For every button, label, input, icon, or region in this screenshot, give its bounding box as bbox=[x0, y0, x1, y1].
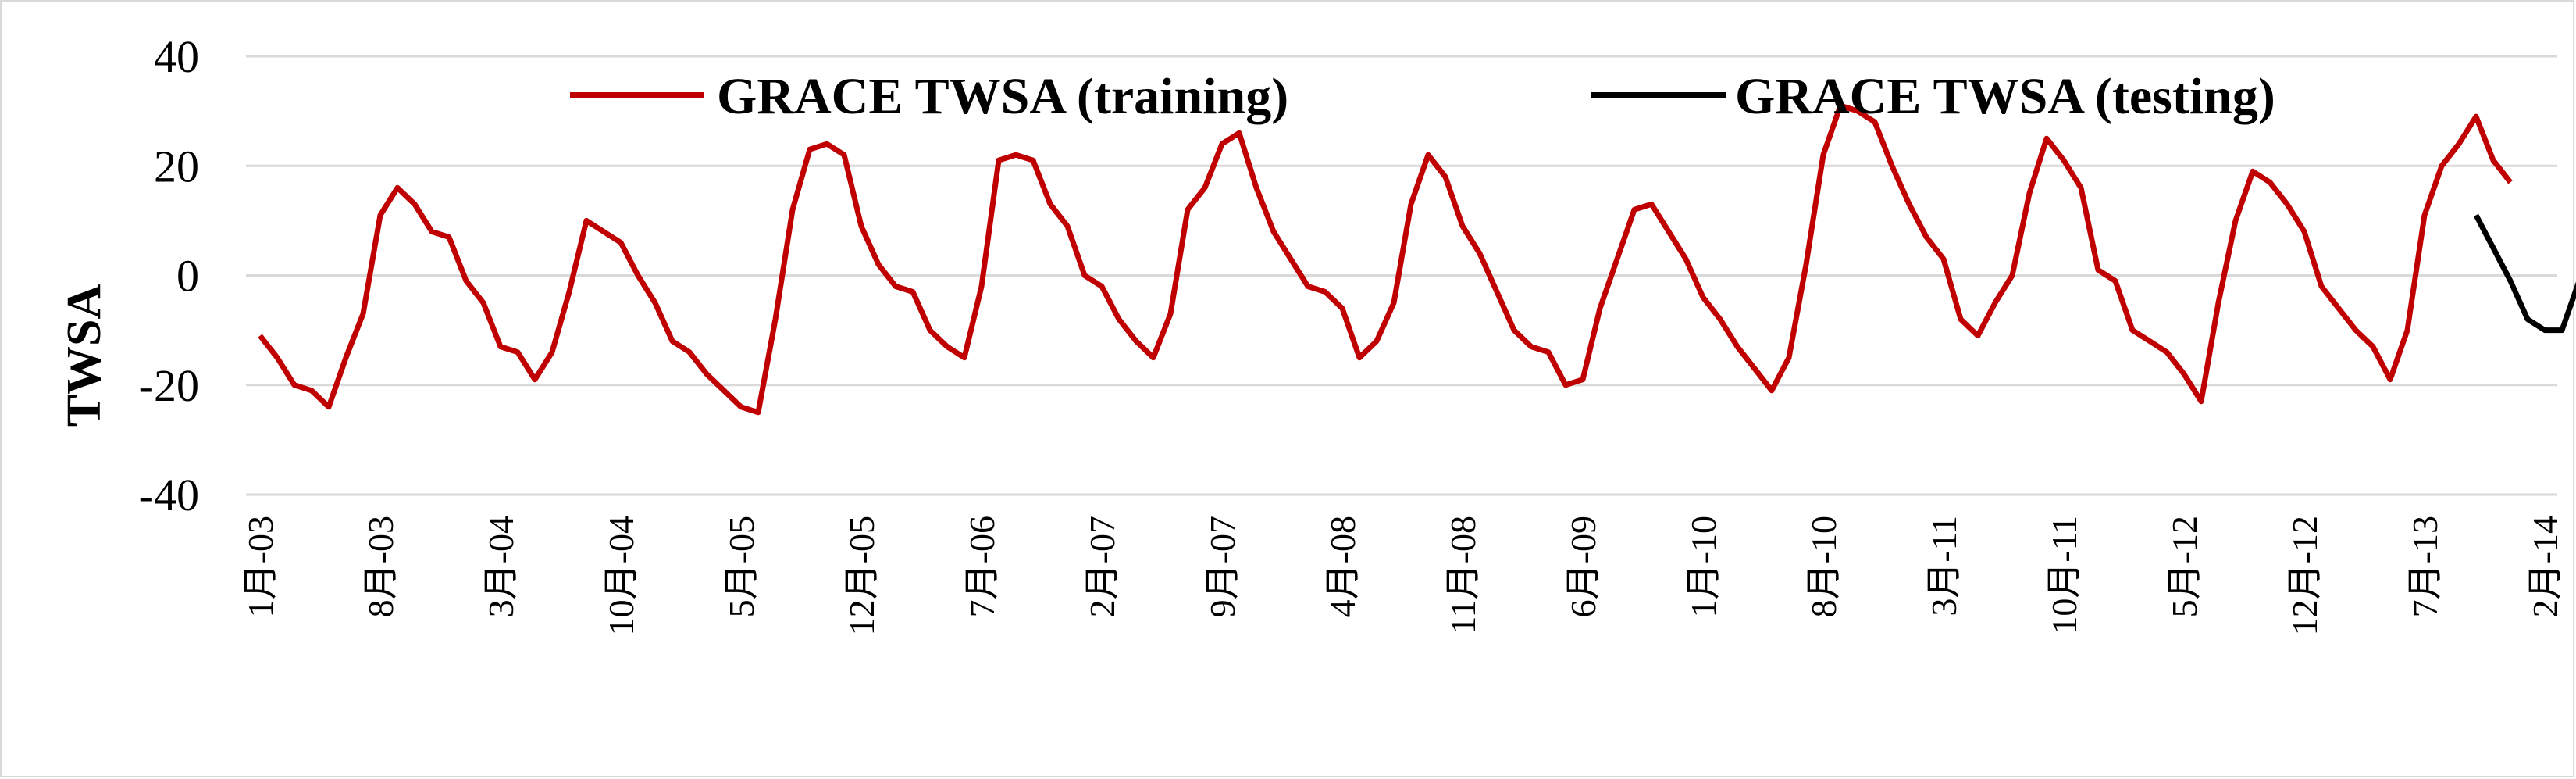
legend-label-testing: GRACE TWSA (testing) bbox=[1735, 68, 2275, 125]
x-tick-label: 12月-12 bbox=[2285, 516, 2325, 635]
x-tick-label: 3月-11 bbox=[1924, 516, 1964, 616]
y-tick-label: -40 bbox=[139, 470, 199, 520]
series-lines bbox=[258, 102, 2576, 416]
x-tick-label: 7月-13 bbox=[2405, 516, 2445, 617]
y-tick-label: 40 bbox=[154, 31, 199, 82]
y-tick-label: 20 bbox=[154, 141, 199, 191]
x-tick-label: 1月-03 bbox=[240, 516, 280, 617]
x-tick-label: 2月-07 bbox=[1082, 516, 1122, 617]
series-line-training bbox=[258, 102, 2513, 416]
legend: GRACE TWSA (training) GRACE TWSA (testin… bbox=[570, 68, 2275, 125]
y-tick-label: 0 bbox=[176, 251, 199, 302]
x-tick-label: 10月-11 bbox=[2044, 516, 2084, 634]
x-tick-label: 5月-05 bbox=[721, 516, 761, 617]
x-tick-label: 4月-08 bbox=[1323, 516, 1363, 617]
y-tick-label: -20 bbox=[139, 360, 199, 411]
x-tick-label: 8月-03 bbox=[361, 516, 401, 617]
series-line-testing bbox=[2473, 213, 2576, 334]
x-tick-label: 9月-07 bbox=[1202, 516, 1242, 617]
legend-label-training: GRACE TWSA (training) bbox=[717, 68, 1288, 125]
x-tick-label: 8月-10 bbox=[1804, 516, 1844, 617]
x-tick-label: 10月-04 bbox=[601, 516, 641, 635]
x-tick-label: 3月-04 bbox=[481, 516, 521, 617]
x-axis-ticks: 1月-03 8月-03 3月-04 10月-04 5月-05 12月-05 7月-06 2月-… bbox=[240, 516, 2565, 635]
y-axis-title: TWSA bbox=[58, 284, 111, 427]
x-tick-label: 1月-10 bbox=[1683, 516, 1723, 617]
x-tick-label: 5月-12 bbox=[2164, 516, 2204, 617]
x-tick-label: 6月-09 bbox=[1563, 516, 1603, 617]
x-tick-label: 2月-14 bbox=[2525, 516, 2565, 617]
x-tick-label: 12月-05 bbox=[842, 516, 882, 635]
x-tick-label: 11月-08 bbox=[1443, 516, 1483, 634]
gridlines bbox=[246, 55, 2557, 496]
y-axis-ticks: 40 20 0 -20 -40 bbox=[139, 31, 199, 520]
x-tick-label: 7月-06 bbox=[962, 516, 1002, 617]
